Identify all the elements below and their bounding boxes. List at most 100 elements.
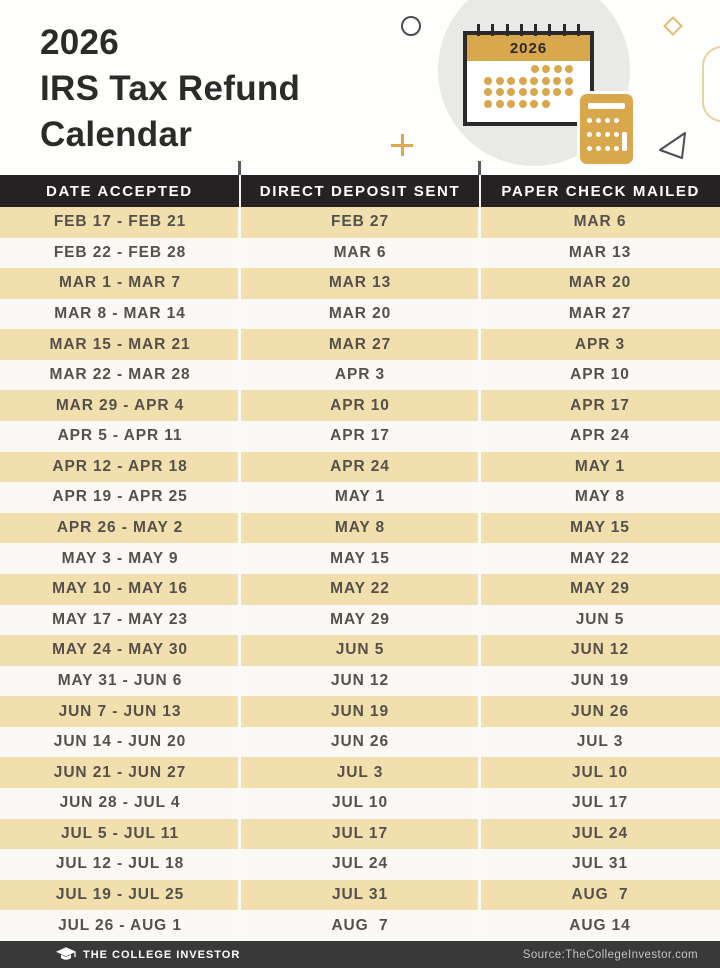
table-row: JUL 5 - JUL 11 JUL 17 JUL 24	[0, 818, 720, 850]
title-year: 2026	[40, 23, 120, 62]
table-header: DATE ACCEPTED DIRECT DEPOSIT SENT PAPER …	[0, 175, 720, 207]
footer-bar: THE COLLEGE INVESTOR Source:TheCollegeIn…	[0, 941, 720, 968]
table-cell: MAY 3 - MAY 9	[61, 549, 179, 567]
table-row: MAR 8 - MAR 14 MAR 20 MAR 27	[0, 298, 720, 330]
table-cell: JUN 7 - JUN 13	[58, 702, 182, 720]
calendar-year-band: 2026	[467, 35, 590, 61]
table-cell: JUL 17	[572, 794, 628, 812]
table-cell: JUN 26	[331, 733, 389, 751]
column-header-direct-deposit: DIRECT DEPOSIT SENT	[238, 175, 480, 207]
table-cell: MAY 15	[570, 519, 630, 537]
column-divider-tick	[478, 161, 481, 176]
column-divider-line	[478, 207, 481, 941]
table-cell: MAY 29	[330, 610, 390, 628]
table-cell: MAY 24 - MAY 30	[52, 641, 188, 659]
table-cell: MAR 6	[333, 243, 387, 261]
table-row: JUN 7 - JUN 13 JUN 19 JUN 26	[0, 696, 720, 727]
table-cell: JUL 17	[332, 824, 388, 842]
table-row: MAY 17 - MAY 23 MAY 29 JUN 5	[0, 604, 720, 636]
table-cell: JUN 12	[571, 641, 629, 659]
circle-outline-icon	[401, 16, 421, 36]
table-row: MAR 22 - MAR 28 APR 3 APR 10	[0, 359, 720, 391]
table-row: MAY 3 - MAY 9 MAY 15 MAY 22	[0, 543, 720, 574]
table-row: APR 19 - APR 25 MAY 1 MAY 8	[0, 482, 720, 513]
table-cell: APR 5 - APR 11	[57, 427, 183, 445]
table-cell: AUG 14	[569, 916, 631, 934]
table-cell: AUG 7	[331, 916, 389, 934]
table-cell: MAR 27	[568, 305, 632, 323]
table-cell: MAR 13	[328, 274, 392, 292]
source-credit: Source:TheCollegeInvestor.com	[522, 948, 698, 961]
table-row: JUL 12 - JUL 18 JUL 24 JUL 31	[0, 849, 720, 880]
table-cell: JUN 5	[575, 610, 625, 628]
refund-table: FEB 17 - FEB 21 FEB 27 MAR 6 FEB 22 - FEB 2…	[0, 207, 720, 941]
table-row: MAR 15 - MAR 21 MAR 27 APR 3	[0, 329, 720, 360]
table-row: MAR 29 - APR 4 APR 10 APR 17	[0, 390, 720, 422]
table-cell: MAR 6	[573, 213, 627, 231]
hero-section: 2026 IRS Tax Refund Calendar 2026	[0, 0, 720, 176]
table-cell: MAR 20	[568, 274, 632, 292]
table-cell: MAY 8	[334, 519, 386, 537]
table-cell: MAY 31 - JUN 6	[57, 671, 183, 689]
brand-name: THE COLLEGE INVESTOR	[83, 948, 241, 961]
column-divider-line	[238, 207, 241, 941]
table-row: APR 5 - APR 11 APR 17 APR 24	[0, 421, 720, 452]
table-row: FEB 17 - FEB 21 FEB 27 MAR 6	[0, 207, 720, 238]
table-cell: JUL 10	[332, 794, 388, 812]
triangle-outline-icon	[659, 132, 686, 159]
page-title: 2026 IRS Tax Refund Calendar	[40, 20, 300, 158]
table-cell: MAR 22 - MAR 28	[49, 366, 191, 384]
table-rows: FEB 17 - FEB 21 FEB 27 MAR 6 FEB 22 - FEB 2…	[0, 207, 720, 941]
table-cell: JUL 24	[332, 855, 388, 873]
table-cell: JUN 21 - JUN 27	[53, 763, 187, 781]
column-header-date-accepted: DATE ACCEPTED	[46, 182, 193, 200]
table-cell: APR 3	[334, 366, 386, 384]
table-cell: APR 17	[330, 427, 390, 445]
column-header-paper-check: PAPER CHECK MAILED	[479, 175, 720, 207]
table-row: JUN 21 - JUN 27 JUL 3 JUL 10	[0, 757, 720, 788]
table-cell: MAR 29 - APR 4	[55, 396, 185, 414]
table-cell: MAR 13	[568, 243, 632, 261]
table-cell: MAY 17 - MAY 23	[52, 610, 188, 628]
table-cell: FEB 22 - FEB 28	[53, 243, 187, 261]
table-cell: APR 17	[570, 396, 630, 414]
plus-icon	[391, 134, 413, 156]
table-cell: APR 24	[570, 427, 630, 445]
table-cell: MAY 22	[330, 580, 390, 598]
table-row: JUL 19 - JUL 25 JUL 31 AUG 7	[0, 879, 720, 911]
table-row: APR 12 - APR 18 APR 24 MAY 1	[0, 451, 720, 483]
table-cell: JUL 31	[332, 886, 388, 903]
calendar-icon: 2026	[463, 24, 594, 126]
title-line2: IRS Tax Refund	[40, 69, 301, 108]
table-cell: JUN 28 - JUL 4	[59, 794, 181, 812]
table-row: APR 26 - MAY 2 MAY 8 MAY 15	[0, 512, 720, 544]
table-cell: JUL 31	[572, 855, 628, 873]
table-row: MAR 1 - MAR 7 MAR 13 MAR 20	[0, 268, 720, 299]
table-row: MAY 24 - MAY 30 JUN 5 JUN 12	[0, 635, 720, 666]
table-cell: JUN 19	[571, 671, 629, 689]
table-row: JUN 14 - JUN 20 JUN 26 JUL 3	[0, 726, 720, 758]
graduation-cap-icon	[56, 947, 76, 960]
table-cell: JUL 3	[336, 763, 384, 781]
table-cell: MAY 8	[574, 488, 626, 506]
table-cell: JUL 12 - JUL 18	[55, 855, 185, 873]
calendar-dots	[484, 65, 573, 108]
table-cell: JUN 26	[571, 702, 629, 720]
table-cell: MAY 10 - MAY 16	[52, 580, 188, 598]
brand-logo: THE COLLEGE INVESTOR	[56, 947, 240, 962]
table-cell: AUG 7	[571, 886, 629, 903]
table-cell: APR 3	[574, 335, 626, 353]
table-cell: JUN 14 - JUN 20	[53, 733, 187, 751]
table-cell: MAY 22	[570, 549, 630, 567]
table-cell: MAR 1 - MAR 7	[59, 274, 181, 292]
table-row: JUL 26 - AUG 1 AUG 7 AUG 14	[0, 910, 720, 941]
table-row: FEB 22 - FEB 28 MAR 6 MAR 13	[0, 237, 720, 269]
diamond-outline-icon	[663, 16, 683, 36]
calendar-binding	[477, 24, 580, 36]
table-cell: MAY 29	[570, 580, 630, 598]
table-cell: MAY 1	[574, 457, 626, 475]
table-row: MAY 31 - JUN 6 JUN 12 JUN 19	[0, 665, 720, 697]
table-cell: MAR 20	[328, 305, 392, 323]
table-cell: APR 19 - APR 25	[52, 488, 188, 506]
